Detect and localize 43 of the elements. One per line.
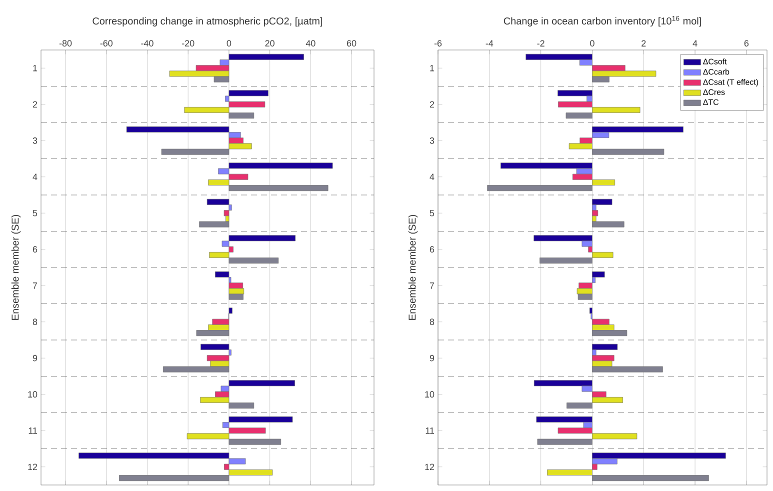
- y-tick-label: 7: [32, 282, 38, 289]
- x-tick-label: 20: [265, 40, 274, 46]
- x-tick-label: 2: [642, 40, 646, 46]
- x-tick-label: -80: [59, 40, 72, 46]
- y-tick-label: 6: [430, 246, 434, 253]
- x-tick-label: 0: [590, 40, 594, 46]
- y-tick-label: 11: [28, 428, 38, 434]
- x-tick-label: 6: [744, 40, 749, 46]
- y-axis-title: Ensemble member (SE): [11, 214, 21, 320]
- y-tick-label: 4: [32, 174, 38, 180]
- y-tick-label: 1: [430, 65, 434, 72]
- y-tick-label: 12: [28, 464, 38, 470]
- y-tick-label: 10: [425, 391, 434, 398]
- y-tick-label: 2: [32, 101, 38, 108]
- x-tick-label: -20: [182, 40, 194, 46]
- y-tick-label: 10: [28, 391, 38, 398]
- y-tick-label: 9: [32, 354, 38, 362]
- y-tick-label: 6: [32, 246, 38, 253]
- y-tick-label: 5: [32, 210, 38, 216]
- y-tick-label: 1: [33, 65, 38, 72]
- x-tick-label: 4: [692, 40, 698, 46]
- x-tick-label: -4: [486, 40, 494, 46]
- x-tick-label: 0: [226, 40, 232, 46]
- x-tick-label: 40: [306, 40, 316, 46]
- y-tick-label: 8: [430, 318, 434, 326]
- y-tick-label: 8: [32, 318, 38, 326]
- y-tick-label: 9: [430, 354, 434, 362]
- y-tick-label: 4: [430, 174, 434, 180]
- y-tick-label: 11: [426, 428, 434, 434]
- x-tick-label: -2: [537, 40, 544, 46]
- y-tick-label: 3: [32, 137, 38, 144]
- y-axis-title: Ensemble member (SE): [408, 214, 418, 320]
- y-tick-label: 7: [430, 282, 434, 289]
- y-tick-label: 12: [425, 464, 434, 470]
- x-tick-label: -40: [141, 40, 154, 46]
- x-tick-label: -60: [100, 40, 113, 46]
- chart-title: Change in ocean carbon inventory [10$^{16}$ mol]: [504, 16, 701, 26]
- y-tick-label: 3: [430, 137, 434, 144]
- chart-title: Corresponding change in atmospheric pCO2, [µatm]: [92, 17, 322, 26]
- y-tick-label: 5: [430, 210, 434, 216]
- y-tick-label: 2: [430, 101, 434, 108]
- x-tick-label: -6: [434, 40, 442, 46]
- x-tick-label: 60: [347, 40, 356, 46]
